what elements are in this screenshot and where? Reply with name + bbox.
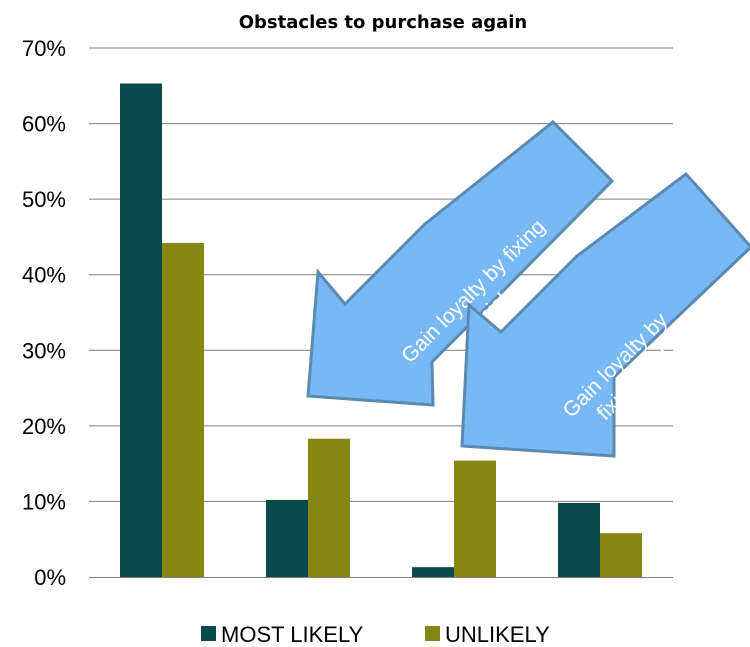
bar-unlikely [162,242,204,577]
bar-unlikely [454,460,496,577]
y-tick-label: 60% [22,112,66,137]
bar-unlikely [308,438,350,577]
annotation-arrow [460,171,750,458]
bar-most-likely [120,83,162,578]
bar-most-likely [412,567,454,577]
y-tick-label: 50% [22,187,66,212]
bar-most-likely [558,502,600,577]
legend: MOST LIKELY UNLIKELY [201,622,550,647]
y-tick-label: 10% [22,489,66,514]
y-tick-label: 40% [22,263,66,288]
y-axis-tick-labels: 0% 10% 20% 30% 40% 50% 60% 70% [22,36,66,590]
legend-label: UNLIKELY [445,622,550,647]
annotations: Gain loyalty by fixingthis! Gain loyalty … [306,119,750,458]
chart-title: Obstacles to purchase again [239,12,527,33]
y-tick-label: 70% [22,36,66,61]
legend-swatch [201,626,216,641]
bar-unlikely [600,533,642,577]
y-tick-label: 0% [34,565,66,590]
bars [120,83,642,578]
annotation-arrow [306,119,615,407]
legend-label: MOST LIKELY [221,622,364,647]
bar-most-likely [266,499,308,577]
y-tick-label: 30% [22,338,66,363]
legend-swatch [425,626,440,641]
y-tick-label: 20% [22,414,66,439]
